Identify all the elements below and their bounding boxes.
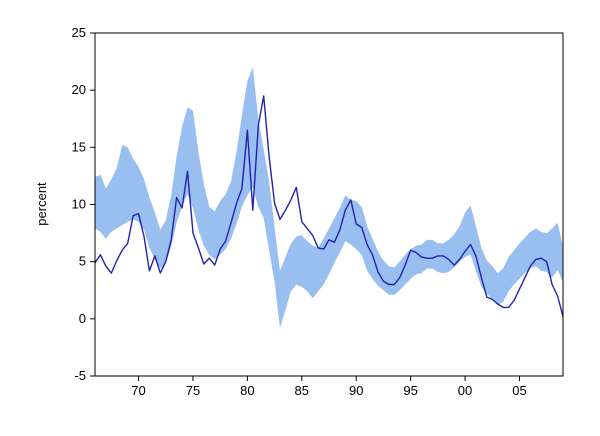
y-axis-title: percent	[34, 182, 49, 226]
x-tick-label: 70	[131, 383, 145, 398]
x-tick-label: 95	[403, 383, 417, 398]
y-tick-label: -5	[74, 368, 86, 383]
y-tick-label: 5	[79, 254, 86, 269]
y-tick-label: 10	[72, 197, 86, 212]
x-tick-label: 00	[458, 383, 472, 398]
y-tick-label: 0	[79, 311, 86, 326]
y-tick-label: 25	[72, 25, 86, 40]
y-tick-label: 20	[72, 82, 86, 97]
y-tick-label: 15	[72, 139, 86, 154]
x-tick-label: 85	[295, 383, 309, 398]
axis-frame	[94, 32, 564, 377]
x-tick-label: 05	[512, 383, 526, 398]
x-tick-label: 80	[240, 383, 254, 398]
line-series	[94, 95, 564, 317]
x-tick-label: 90	[349, 383, 363, 398]
x-tick-label: 75	[186, 383, 200, 398]
interval-band	[95, 67, 563, 329]
